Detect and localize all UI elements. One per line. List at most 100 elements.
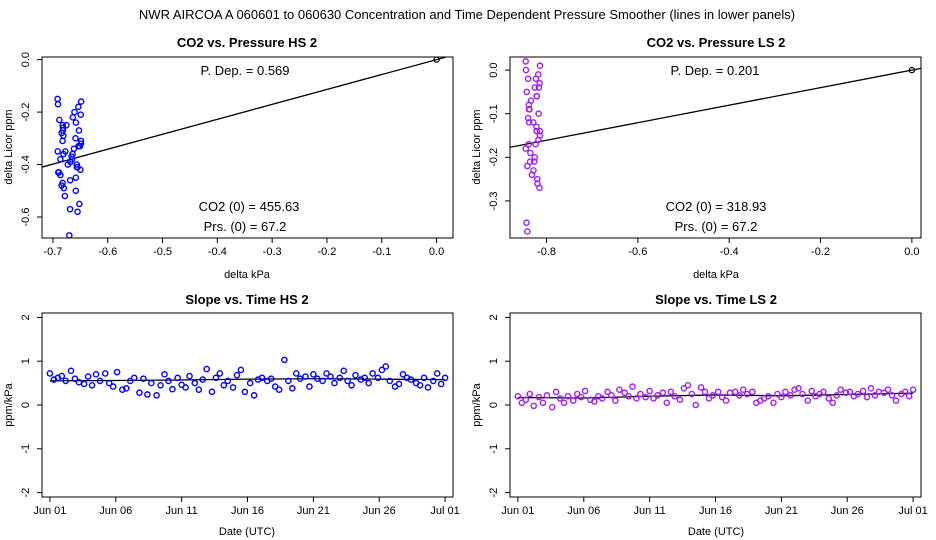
y-tick-label: -0.2 bbox=[488, 148, 500, 167]
data-point bbox=[191, 379, 199, 387]
data-point bbox=[153, 392, 160, 399]
data-point bbox=[642, 393, 649, 401]
data-point bbox=[105, 379, 113, 387]
data-point bbox=[75, 103, 82, 111]
x-tick-label: -0.3 bbox=[263, 246, 282, 258]
data-point bbox=[119, 386, 126, 393]
data-point bbox=[416, 381, 424, 389]
data-point bbox=[76, 200, 83, 208]
data-point bbox=[433, 370, 441, 377]
data-point bbox=[54, 95, 61, 103]
data-point bbox=[310, 371, 317, 378]
data-point bbox=[799, 390, 806, 398]
data-point bbox=[126, 377, 134, 385]
data-point bbox=[526, 390, 534, 398]
data-point bbox=[782, 388, 789, 396]
panel-slope-time-ls: Slope vs. Time LS 2 Jun 01 Jun 06 Jun 11 Ju… bbox=[471, 292, 928, 538]
data-point bbox=[296, 375, 304, 383]
data-point bbox=[285, 377, 292, 385]
data-point bbox=[275, 386, 283, 393]
data-point bbox=[598, 395, 606, 402]
x-tick-label: Jun 16 bbox=[231, 505, 264, 517]
data-point bbox=[888, 392, 896, 399]
plot-area: -0.7 -0.6 -0.5 -0.4 -0.3 -0.2 -0.1 0.0 0.0 -0.2 -0… bbox=[20, 52, 449, 258]
data-point bbox=[909, 386, 917, 393]
data-point bbox=[522, 58, 529, 65]
data-point bbox=[224, 377, 232, 385]
data-point bbox=[59, 127, 67, 134]
data-point bbox=[208, 388, 216, 396]
data-point bbox=[241, 388, 249, 396]
data-point bbox=[535, 84, 543, 91]
x-axis-label: Date (UTC) bbox=[219, 526, 275, 538]
data-point bbox=[659, 389, 667, 397]
data-point bbox=[533, 123, 540, 131]
data-point bbox=[437, 380, 445, 388]
data-point bbox=[863, 393, 871, 401]
data-point bbox=[880, 389, 888, 397]
data-point bbox=[901, 388, 909, 396]
x-tick-label: Jun 11 bbox=[634, 505, 666, 517]
co2-intercept-label: CO2 (0) = 455.63 bbox=[199, 199, 300, 214]
data-point bbox=[543, 392, 551, 399]
data-point bbox=[267, 375, 275, 383]
data-point bbox=[820, 388, 827, 396]
data-point bbox=[174, 374, 181, 382]
data-point bbox=[258, 374, 266, 382]
data-point bbox=[113, 368, 121, 376]
y-axis-label: ppm/kPa bbox=[471, 382, 483, 426]
data-point bbox=[743, 390, 751, 398]
data-point bbox=[536, 184, 543, 192]
data-point bbox=[54, 100, 62, 108]
co2-intercept-label: CO2 (0) = 318.93 bbox=[666, 199, 767, 214]
data-point bbox=[536, 127, 544, 135]
data-point bbox=[535, 393, 543, 401]
data-point bbox=[701, 388, 709, 396]
data-point bbox=[74, 163, 81, 171]
data-point bbox=[420, 374, 428, 382]
data-point bbox=[722, 397, 730, 404]
pressure-dependence-label: P. Dep. = 0.569 bbox=[200, 63, 289, 78]
data-point bbox=[532, 140, 539, 148]
data-point bbox=[336, 374, 344, 382]
data-point bbox=[692, 401, 700, 409]
plot-frame bbox=[509, 312, 922, 498]
data-point bbox=[867, 385, 875, 392]
data-point bbox=[374, 374, 382, 382]
data-point bbox=[365, 379, 372, 387]
data-point bbox=[616, 386, 623, 393]
data-point bbox=[136, 389, 143, 397]
data-point bbox=[77, 98, 85, 105]
data-point bbox=[92, 371, 100, 378]
pressure-zero-label: Prs. (0) = 67.2 bbox=[675, 219, 758, 234]
data-point bbox=[59, 137, 66, 145]
panel-title: CO2 vs. Pressure HS 2 bbox=[177, 35, 317, 50]
data-point bbox=[533, 175, 541, 183]
plot-contents bbox=[514, 381, 917, 411]
data-point bbox=[680, 385, 688, 392]
data-point bbox=[74, 208, 81, 216]
data-point bbox=[536, 79, 543, 87]
data-point bbox=[72, 174, 80, 181]
data-point bbox=[66, 205, 74, 213]
data-point bbox=[68, 156, 76, 163]
data-point bbox=[525, 119, 533, 126]
data-point bbox=[378, 366, 386, 374]
data-point bbox=[531, 154, 539, 161]
data-point bbox=[556, 395, 564, 402]
data-point bbox=[530, 402, 538, 410]
data-point bbox=[530, 158, 538, 165]
data-point bbox=[684, 381, 692, 389]
y-tick-label: 0.0 bbox=[488, 62, 500, 77]
data-point bbox=[770, 399, 777, 407]
data-point bbox=[739, 386, 747, 393]
data-point bbox=[233, 371, 241, 379]
data-point bbox=[395, 380, 403, 388]
data-point bbox=[60, 184, 68, 192]
data-point bbox=[522, 66, 530, 74]
data-point bbox=[625, 392, 632, 400]
y-tick-label: -0.4 bbox=[20, 155, 32, 174]
data-point bbox=[369, 370, 376, 377]
data-point bbox=[846, 388, 854, 396]
data-point bbox=[629, 383, 636, 390]
